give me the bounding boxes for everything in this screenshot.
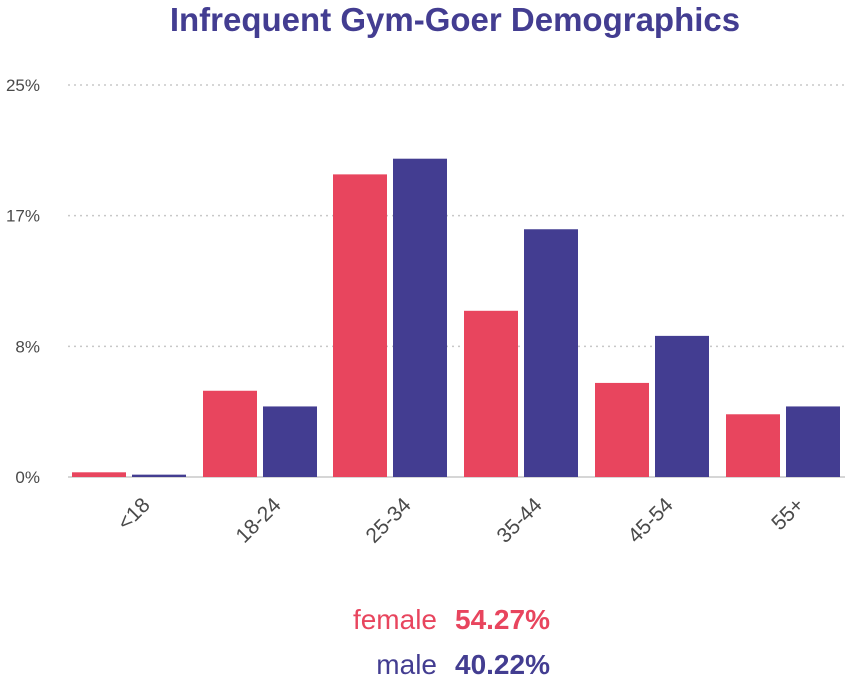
grid-layer — [68, 84, 845, 478]
x-tick-label: 45-54 — [623, 493, 677, 547]
legend-male-label: male — [376, 649, 437, 678]
bar-male — [263, 406, 317, 477]
legend-male-value: 40.22% — [455, 649, 550, 678]
y-tick-label: 25% — [6, 76, 40, 95]
x-tick-label: 35-44 — [492, 493, 546, 547]
y-tick-label: 17% — [6, 207, 40, 226]
bar-male — [655, 335, 709, 477]
bar-male — [524, 229, 578, 477]
bar-female — [333, 174, 387, 477]
bar-female — [464, 310, 518, 477]
bar-female — [72, 472, 126, 477]
x-tick-label: 18-24 — [231, 493, 285, 547]
y-tick-label: 0% — [15, 468, 40, 487]
bar-male — [786, 406, 840, 477]
chart-title: Infrequent Gym-Goer Demographics — [170, 1, 740, 38]
bar-female — [203, 390, 257, 477]
x-axis: <18 18-24 25-34 35-44 45-54 55+ — [113, 493, 808, 547]
bar-male — [132, 474, 186, 477]
bar-female — [726, 414, 780, 477]
x-tick-label: 25-34 — [361, 493, 415, 547]
x-tick-label: <18 — [113, 493, 154, 534]
bars-layer — [72, 158, 840, 478]
x-tick-label: 55+ — [767, 493, 808, 534]
legend: female 54.27% male 40.22% — [353, 604, 550, 678]
legend-female-label: female — [353, 604, 437, 635]
y-axis: 0% 8% 17% 25% — [6, 76, 40, 487]
legend-female-value: 54.27% — [455, 604, 550, 635]
bar-female — [595, 382, 649, 477]
y-tick-label: 8% — [15, 337, 40, 356]
bar-male — [393, 158, 447, 478]
